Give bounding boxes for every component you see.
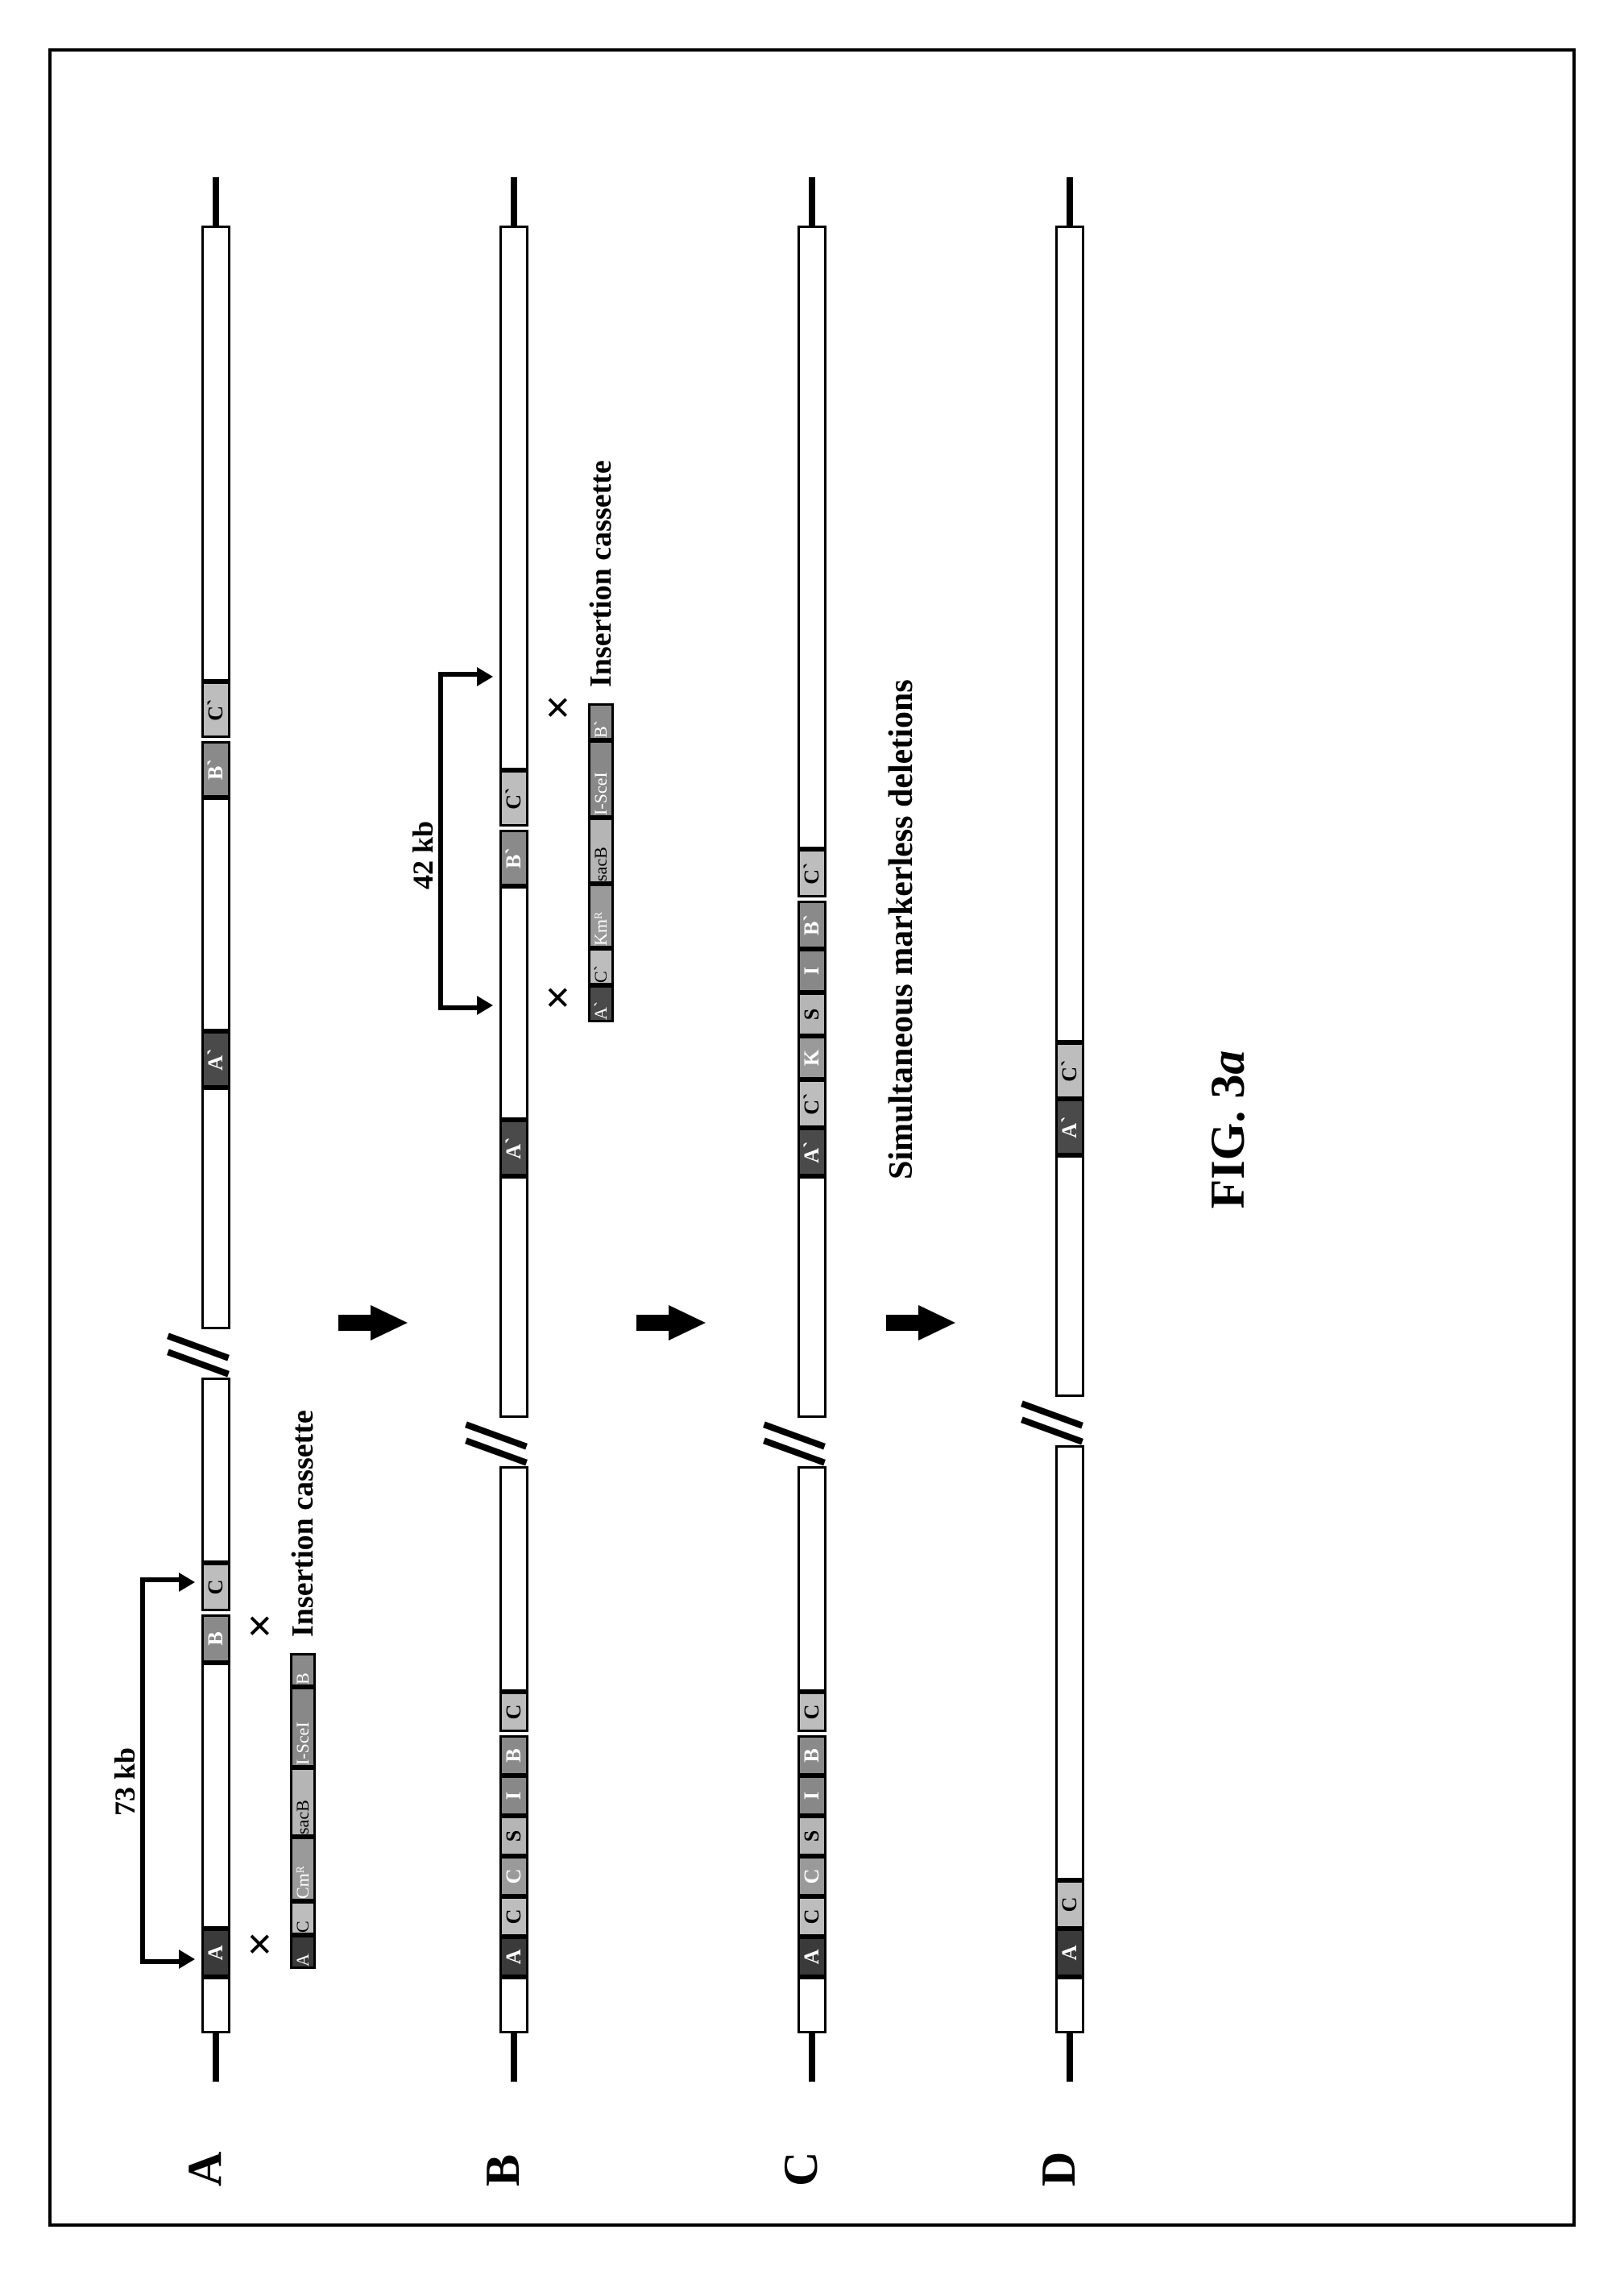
seg-A: A bbox=[201, 1929, 230, 1977]
seg-Ap: A` bbox=[201, 1031, 230, 1088]
figure-caption-prefix: FIG. 3 bbox=[1201, 1075, 1254, 1209]
panel-d: D A C A` C` bbox=[967, 145, 1176, 2114]
cassette-label: Insertion cassette bbox=[285, 1410, 321, 1637]
x-mark: × bbox=[238, 1931, 283, 1957]
panel-c-chromosome: A C C S I B C A` C` K S I B` bbox=[798, 177, 826, 2082]
bracket-73kb bbox=[140, 1577, 180, 1964]
x-mark: × bbox=[536, 984, 581, 1010]
panel-d-chromosome: A C A` C` bbox=[1055, 177, 1084, 2082]
panel-d-label: D bbox=[1031, 2152, 1087, 2186]
down-arrow-icon bbox=[371, 1305, 408, 1341]
panel-b: B 42 kb A C C S I B C bbox=[411, 145, 709, 2114]
cassette-label: Insertion cassette bbox=[583, 460, 619, 687]
break-icon bbox=[780, 1418, 844, 1466]
bracket-42kb bbox=[438, 672, 478, 1010]
bracket-73kb-label: 73 kb bbox=[108, 1747, 142, 1816]
x-mark: × bbox=[536, 694, 581, 720]
panel-b-chromosome: A C C S I B C A` B` C` bbox=[499, 177, 528, 2082]
panel-c-label: C bbox=[773, 2152, 829, 2186]
panel-b-label: B bbox=[475, 2154, 531, 2186]
insertion-cassette-left: A C Cmᴿ sacB I-SceI B Insertion cassette bbox=[288, 1410, 317, 1969]
x-mark: × bbox=[238, 1613, 283, 1639]
panel-a: A 73 kb A B C A` B` bbox=[113, 145, 411, 2114]
bracket-42kb-label: 42 kb bbox=[406, 821, 440, 889]
seg-C: C bbox=[201, 1563, 230, 1611]
final-step-label: Simultaneous markerless deletions bbox=[882, 679, 921, 1179]
down-arrow-icon bbox=[669, 1305, 706, 1341]
panel-a-chromosome: A B C A` B` C` bbox=[201, 177, 230, 2082]
break-icon bbox=[482, 1418, 546, 1466]
break-icon bbox=[184, 1329, 248, 1378]
seg-B: B bbox=[201, 1614, 230, 1663]
figure-caption: FIG. 3a bbox=[1200, 145, 1256, 2114]
panel-a-label: A bbox=[177, 2152, 233, 2186]
break-icon bbox=[1038, 1397, 1102, 1445]
figure-caption-suffix: a bbox=[1201, 1050, 1254, 1075]
seg-Cp: C` bbox=[201, 682, 230, 738]
insertion-cassette-right: A` C` Kmᴿ sacB I-SceI B` Insertion casse… bbox=[586, 460, 615, 1022]
seg-Bp: B` bbox=[201, 741, 230, 798]
panel-c: C A C C S I B C A` C` K bbox=[709, 145, 967, 2114]
down-arrow-icon bbox=[918, 1305, 955, 1341]
